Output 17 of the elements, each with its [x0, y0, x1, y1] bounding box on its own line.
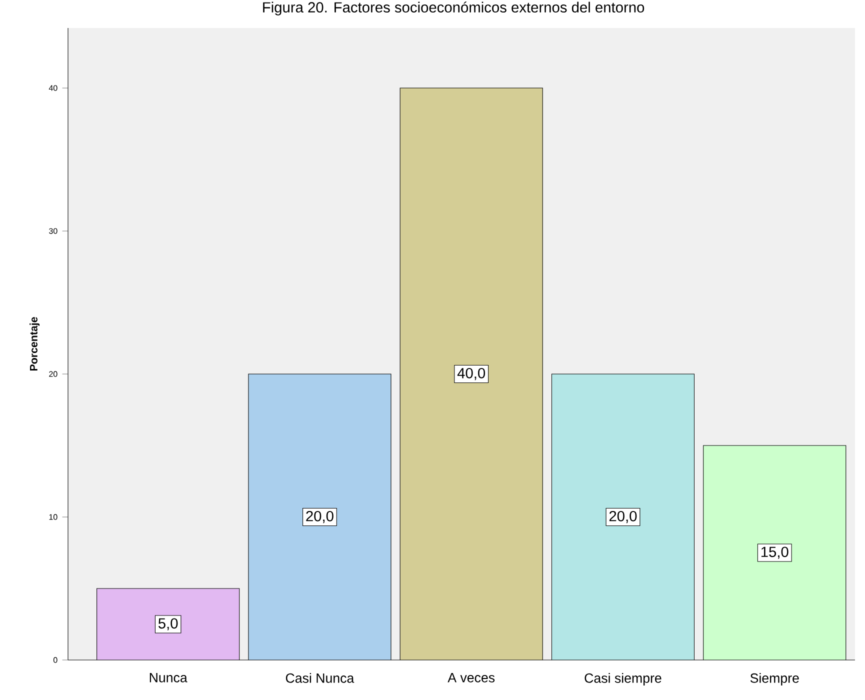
data-label: 20,0	[609, 510, 637, 524]
x-tick-label: Casi Nunca	[286, 673, 354, 683]
x-tick-label: Siempre	[750, 673, 799, 686]
y-axis-title: Porcentaje	[30, 317, 40, 371]
y-tick-label: 0	[53, 657, 58, 663]
data-label: 20,0	[306, 510, 334, 524]
y-tick-label: 30	[49, 228, 58, 234]
x-tick-label: A veces	[448, 673, 495, 682]
x-tick-label: Casi siempre	[584, 673, 662, 686]
chart-title: Figura 20. Factores socioeconómicos externos del entorno	[263, 2, 644, 16]
y-tick-label: 20	[49, 371, 58, 377]
data-label: 15,0	[761, 546, 788, 559]
data-label: 40,0	[457, 368, 486, 380]
data-label: 5,0	[158, 618, 178, 630]
y-tick-label: 10	[49, 514, 58, 520]
x-tick-label: Nunca	[150, 673, 188, 682]
y-tick-label: 40	[48, 85, 58, 91]
